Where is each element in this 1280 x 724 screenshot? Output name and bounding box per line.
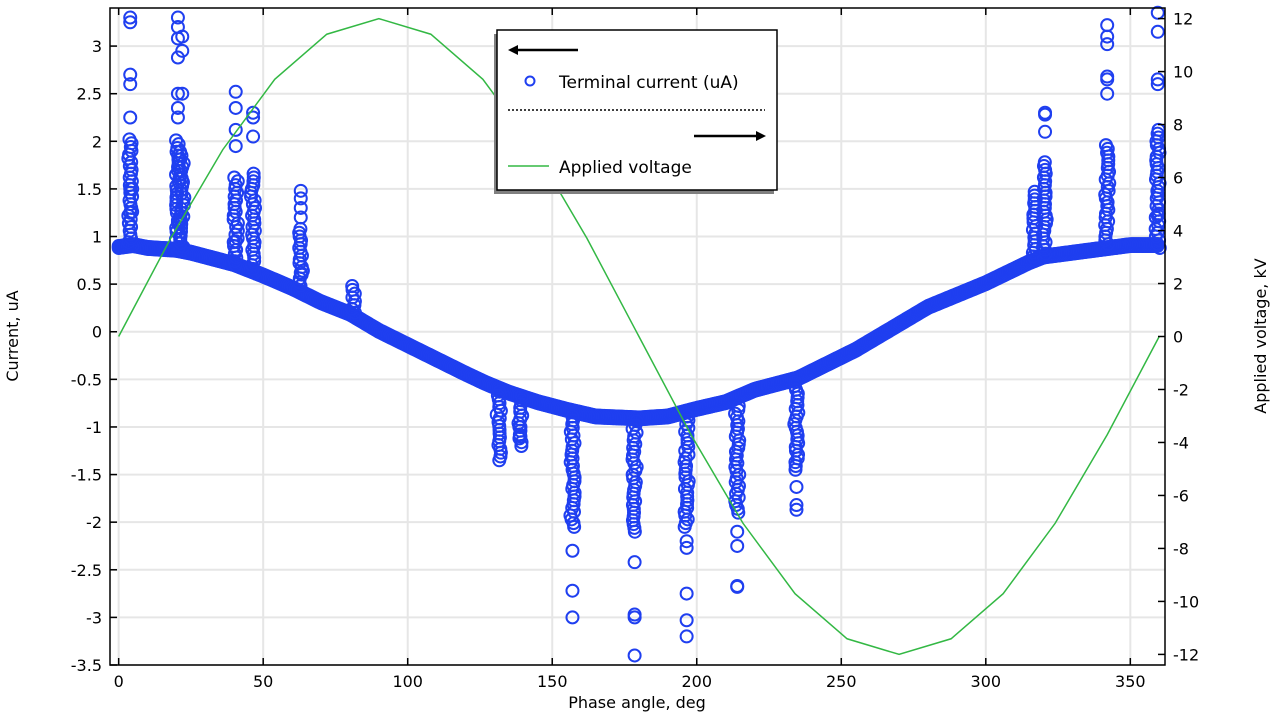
y-tick-label: -3 [86,608,102,627]
x-tick-label: 100 [392,672,423,691]
current-point [566,545,578,557]
y-tick-label: -2.5 [71,561,102,580]
current-point [566,585,578,597]
current-point [230,102,242,114]
y-tick-label: 2 [92,132,102,151]
legend-current-label: Terminal current (uA) [558,73,739,93]
current-point [1101,31,1113,43]
y-tick-label: -1.5 [71,466,102,485]
x-tick-label: 150 [537,672,568,691]
x-tick-label: 50 [253,672,273,691]
x-tick-label: 300 [971,672,1002,691]
y-tick-label: 1 [92,228,102,247]
y2-axis-label: Applied voltage, kV [1251,258,1270,413]
y-tick-label: 0 [92,323,102,342]
y2-tick-label: -10 [1173,592,1199,611]
y2-tick-label: -4 [1173,433,1189,452]
current-point [1101,19,1113,31]
current-point [1152,26,1164,38]
y-tick-label: 1.5 [77,180,102,199]
current-point [731,526,743,538]
current-point [629,649,641,661]
y2-tick-label: 2 [1173,275,1183,294]
current-point [295,185,307,197]
y-tick-label: -2 [86,513,102,532]
y-tick-label: 2.5 [77,85,102,104]
current-point [123,133,135,145]
current-point [731,540,743,552]
y-tick-label: -1 [86,418,102,437]
y-axis-label: Current, uA [3,290,22,381]
y2-tick-label: 6 [1173,169,1183,188]
y-tick-label: 3 [92,37,102,56]
y2-tick-label: -8 [1173,539,1189,558]
current-point [681,614,693,626]
y2-tick-label: 0 [1173,328,1183,347]
x-tick-label: 250 [826,672,857,691]
y2-tick-label: 8 [1173,116,1183,135]
y2-tick-label: 12 [1173,10,1193,29]
y2-tick-label: -6 [1173,486,1189,505]
y-tick-label: 0.5 [77,275,102,294]
legend-voltage-label: Applied voltage [559,158,692,178]
y2-tick-label: -2 [1173,380,1189,399]
x-tick-label: 0 [114,672,124,691]
legend: Terminal current (uA) Applied voltage [494,30,777,194]
x-tick-label: 200 [681,672,712,691]
current-point [681,588,693,600]
current-point [124,112,136,124]
x-axis-label: Phase angle, deg [568,693,706,712]
y2-tick-label: 10 [1173,63,1193,82]
y2-tick-label: 4 [1173,222,1183,241]
current-point [790,481,802,493]
y-tick-label: -3.5 [71,656,102,675]
y-tick-label: -0.5 [71,370,102,389]
x-tick-label: 350 [1115,672,1146,691]
current-point [1039,126,1051,138]
current-point [681,630,693,642]
current-point [230,86,242,98]
y2-tick-label: -12 [1173,645,1199,664]
current-point [629,556,641,568]
